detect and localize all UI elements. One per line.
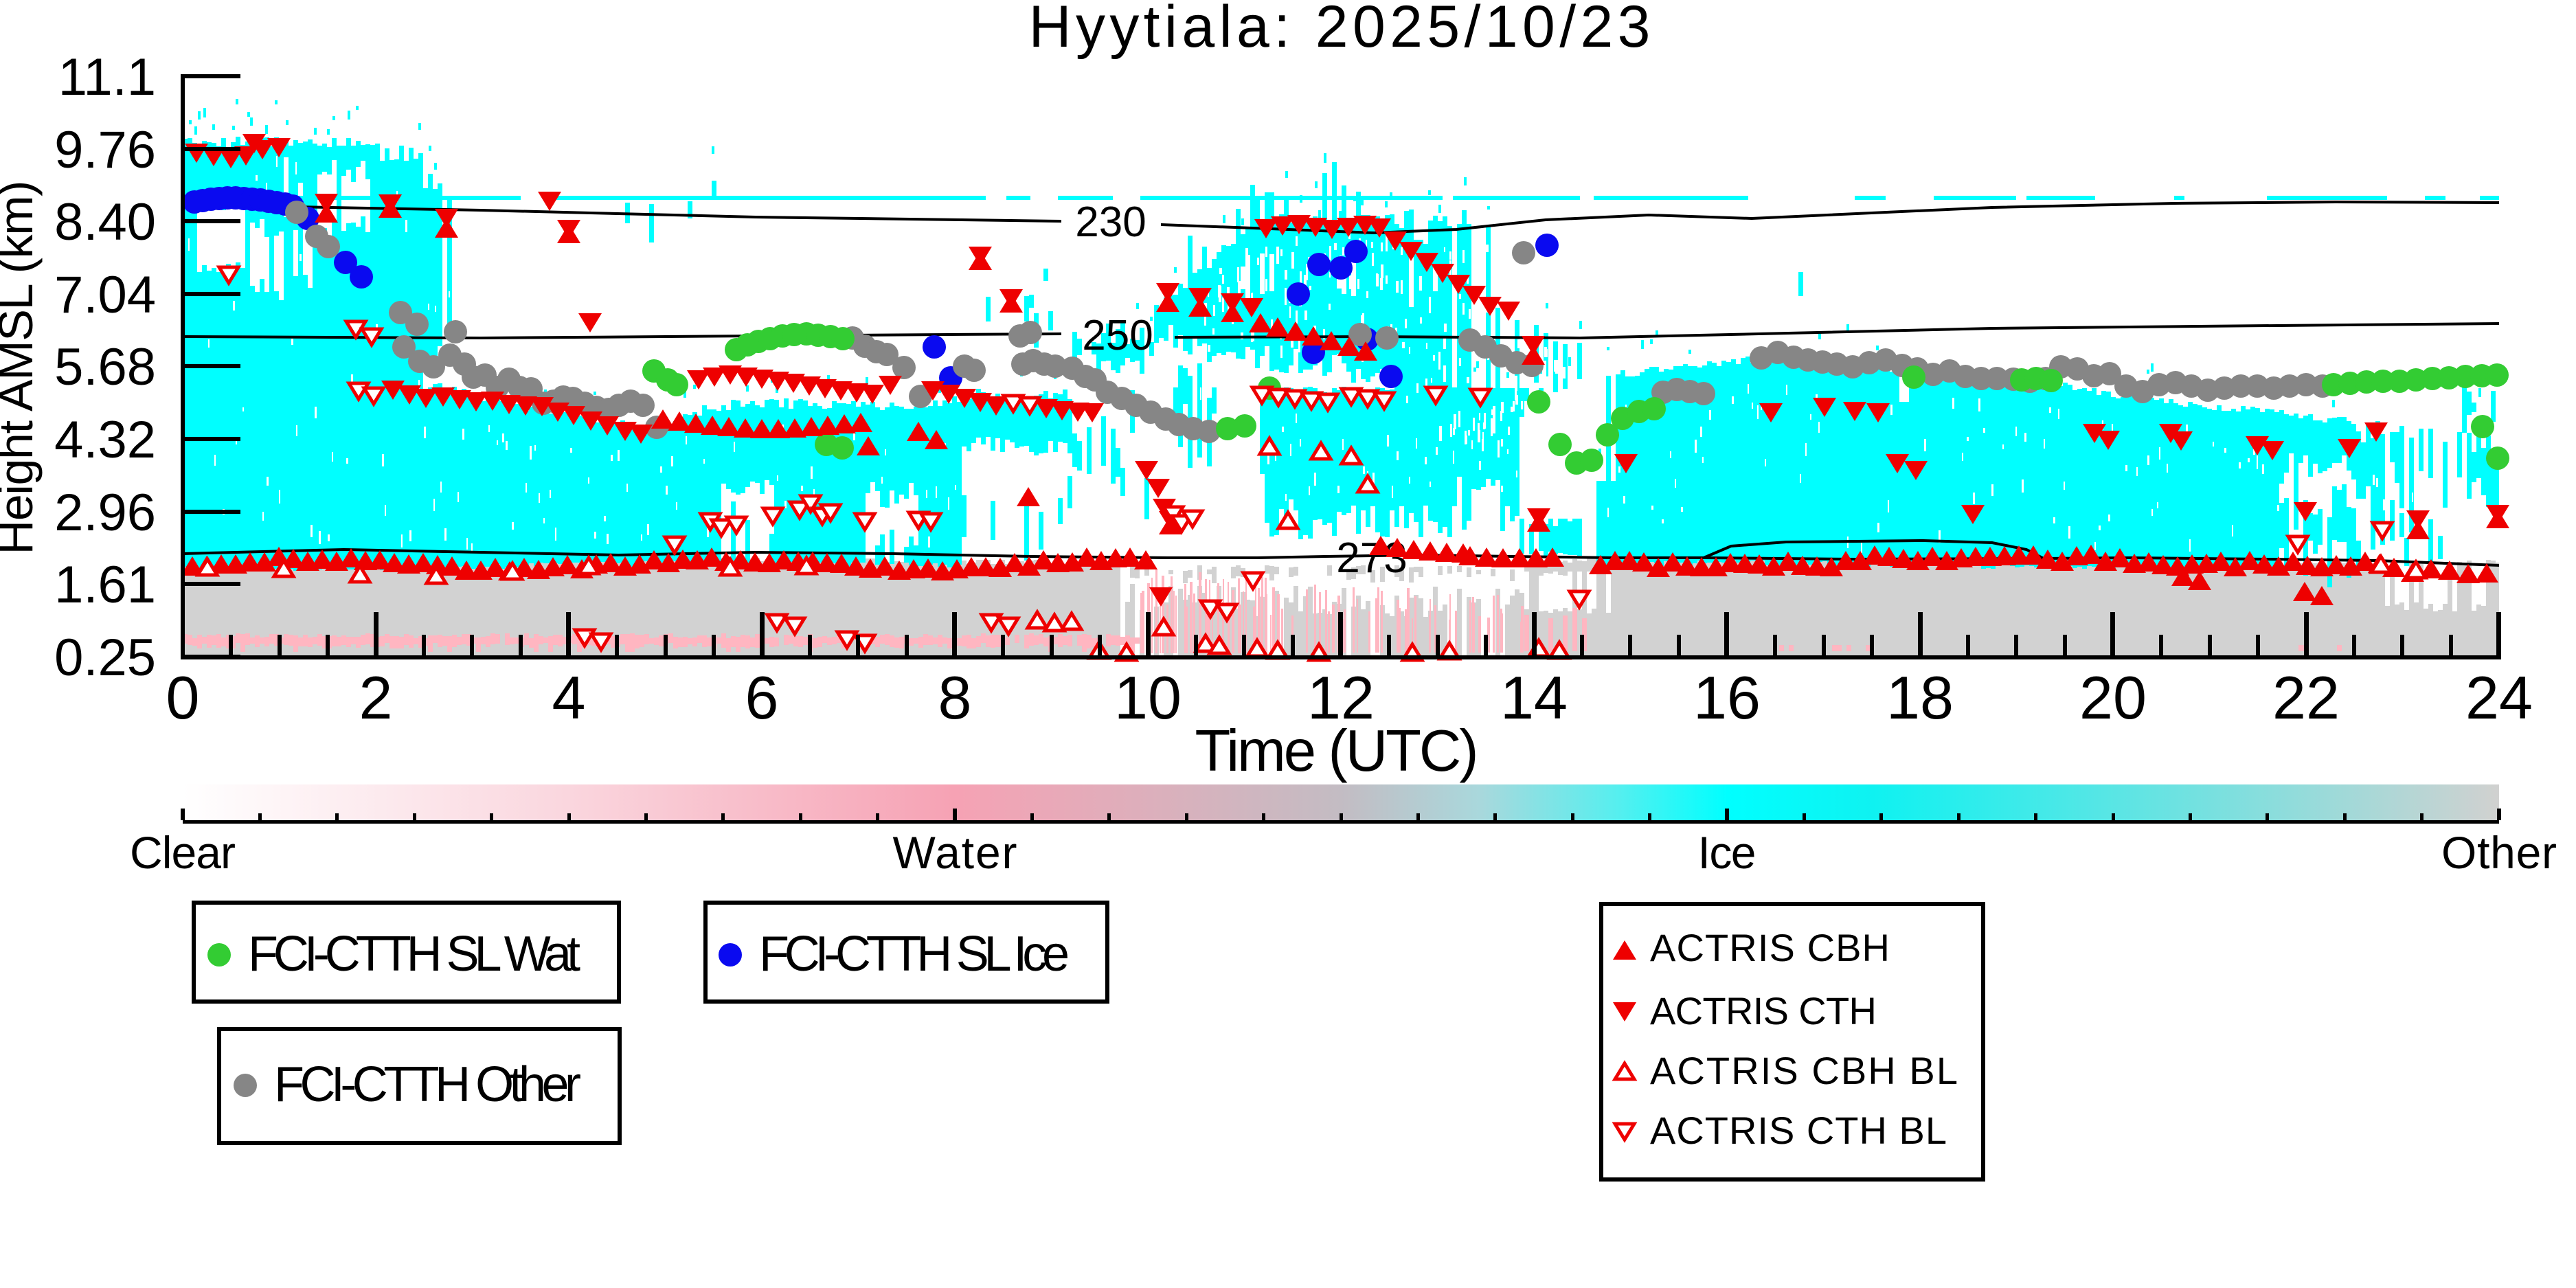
svg-text:0: 0: [166, 664, 200, 732]
svg-text:24: 24: [2465, 664, 2533, 732]
svg-text:9.76: 9.76: [54, 121, 156, 179]
svg-text:0.25: 0.25: [54, 629, 156, 687]
svg-text:8: 8: [938, 664, 972, 732]
svg-text:10: 10: [1114, 664, 1182, 732]
svg-text:ACTRIS CTH BL: ACTRIS CTH BL: [1650, 1109, 1947, 1152]
svg-text:12: 12: [1307, 664, 1375, 732]
svg-text:2: 2: [359, 664, 393, 732]
svg-text:7.04: 7.04: [54, 266, 156, 324]
svg-text:Water: Water: [893, 827, 1017, 878]
svg-text:ACTRIS CTH: ACTRIS CTH: [1650, 989, 1877, 1032]
svg-text:11.1: 11.1: [58, 48, 156, 106]
svg-text:Clear: Clear: [130, 827, 236, 878]
svg-text:5.68: 5.68: [54, 338, 156, 396]
svg-text:1.61: 1.61: [54, 556, 156, 614]
svg-text:Hyytiala: 2025/10/23: Hyytiala: 2025/10/23: [1029, 0, 1651, 60]
svg-text:4: 4: [552, 664, 586, 732]
svg-text:14: 14: [1500, 664, 1568, 732]
svg-text:8.40: 8.40: [54, 193, 156, 251]
svg-text:22: 22: [2272, 664, 2340, 732]
svg-text:16: 16: [1693, 664, 1761, 732]
svg-text:ACTRIS CBH BL: ACTRIS CBH BL: [1650, 1049, 1958, 1092]
svg-text:Other: Other: [2441, 827, 2557, 878]
svg-text:Time (UTC): Time (UTC): [1195, 719, 1479, 784]
svg-text:6: 6: [745, 664, 779, 732]
svg-text:ACTRIS CBH: ACTRIS CBH: [1650, 926, 1890, 969]
svg-text:FCI-CTTH Other: FCI-CTTH Other: [274, 1057, 581, 1112]
svg-text:18: 18: [1886, 664, 1954, 732]
svg-text:20: 20: [2079, 664, 2147, 732]
svg-text:250: 250: [1082, 312, 1153, 359]
svg-text:230: 230: [1075, 199, 1146, 246]
svg-text:Height AMSL (km): Height AMSL (km): [0, 181, 43, 555]
svg-text:FCI-CTTH SL Wat: FCI-CTTH SL Wat: [248, 927, 580, 982]
svg-text:FCI-CTTH SL Ice: FCI-CTTH SL Ice: [759, 927, 1070, 982]
svg-text:4.32: 4.32: [54, 411, 156, 469]
svg-text:Ice: Ice: [1698, 827, 1756, 878]
svg-text:2.96: 2.96: [54, 484, 156, 542]
